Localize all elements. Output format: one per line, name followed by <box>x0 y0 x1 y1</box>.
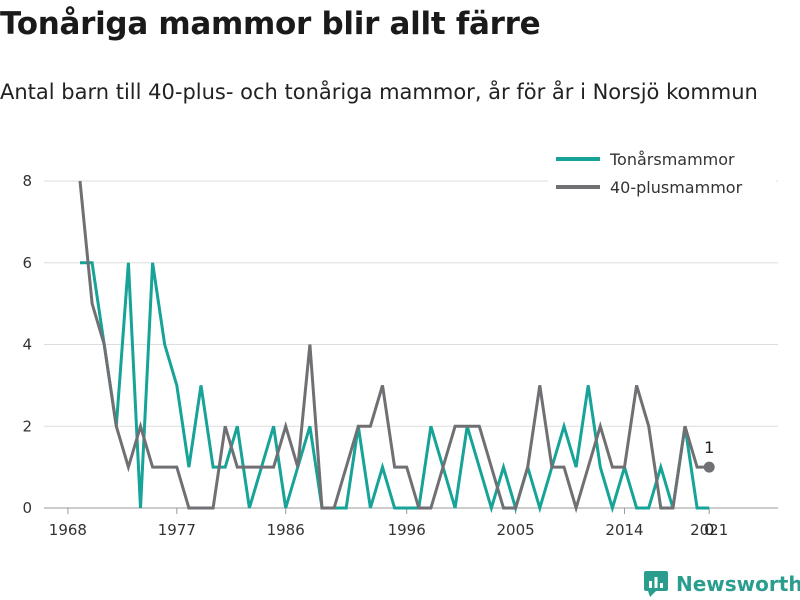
series-line-2 <box>78 180 710 514</box>
series-line-1 <box>80 261 710 514</box>
series-lines <box>78 180 710 514</box>
y-tick-label: 2 <box>22 417 32 435</box>
x-tick-label: 2021 <box>690 521 728 539</box>
chart-subtitle: Antal barn till 40-plus- och tonåriga ma… <box>0 80 758 104</box>
x-tick-label: 2005 <box>497 521 535 539</box>
y-tick-label: 8 <box>22 172 32 190</box>
x-tick-label: 2014 <box>605 521 643 539</box>
legend: Tonårsmammor 40-plusmammor <box>548 146 776 206</box>
x-tick-label: 1977 <box>158 521 196 539</box>
legend-box <box>548 146 776 206</box>
bar-chart-logo-icon <box>644 571 668 597</box>
grid-lines <box>44 180 778 509</box>
newsworthy-brand: Newsworthy <box>644 568 800 600</box>
x-tick-label: 1968 <box>49 521 87 539</box>
y-tick-label: 4 <box>22 336 32 354</box>
annotations: 10 <box>703 438 715 539</box>
brand-name: Newsworthy <box>676 572 800 596</box>
legend-label: 40-plusmammor <box>610 178 743 197</box>
legend-label: Tonårsmammor <box>609 150 735 169</box>
y-axis: 0 2 4 6 8 <box>22 172 32 517</box>
y-tick-label: 0 <box>22 499 32 517</box>
x-tick-label: 1986 <box>267 521 305 539</box>
data-label: 1 <box>704 438 714 457</box>
x-axis: 1968 1977 1986 1996 2005 2014 2021 <box>49 508 728 539</box>
data-label: 0 <box>704 520 714 539</box>
chart-title: Tonåriga mammor blir allt färre <box>0 6 541 42</box>
x-tick-label: 1996 <box>388 521 426 539</box>
end-point-marker <box>703 461 715 473</box>
y-tick-label: 6 <box>22 254 32 272</box>
